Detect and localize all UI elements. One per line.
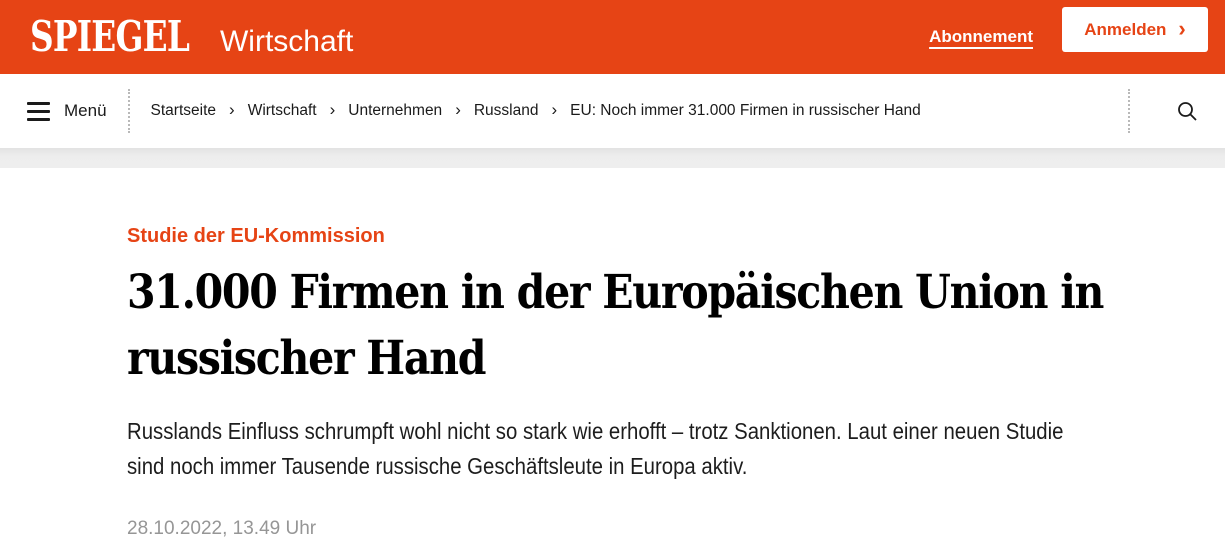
search-button[interactable] (1171, 95, 1203, 127)
breadcrumb-separator-icon: › (329, 100, 336, 119)
breadcrumb-separator-icon: › (551, 100, 558, 119)
section-divider-band (0, 148, 1225, 168)
article-header: Studie der EU-Kommission 31.000 Firmen i… (0, 168, 1225, 540)
breadcrumb-item-unternehmen[interactable]: Unternehmen (348, 102, 443, 119)
spiegel-logo: SPIEGEL (30, 12, 190, 61)
breadcrumb-item-startseite[interactable]: Startseite (150, 102, 217, 119)
section-label: Wirtschaft (219, 25, 354, 58)
search-icon (1178, 102, 1197, 121)
spiegel-logo-link[interactable]: SPIEGEL Wirtschaft (30, 0, 353, 74)
site-header: SPIEGEL Wirtschaft Abonnement Anmelden › (0, 0, 1225, 74)
anmelden-label: Anmelden (1084, 19, 1167, 39)
breadcrumb: Startseite › Wirtschaft › Unternehmen › … (150, 100, 921, 120)
menu-label: Menü (64, 101, 107, 120)
article-intro: Russlands Einfluss schrumpft wohl nicht … (127, 418, 1064, 479)
headline-line: 31.000 Firmen in der Europäischen Union … (127, 265, 1104, 320)
breadcrumb-item-russland[interactable]: Russland (473, 102, 539, 119)
breadcrumb-item-wirtschaft[interactable]: Wirtschaft (247, 102, 317, 119)
hamburger-icon (27, 101, 50, 121)
abonnement-link[interactable]: Abonnement (929, 27, 1033, 46)
breadcrumb-navbar: Menü Startseite › Wirtschaft › Unternehm… (0, 74, 1225, 148)
article-headline: 31.000 Firmen in der Europäischen Union … (127, 260, 1104, 392)
chevron-right-icon: › (1178, 15, 1186, 41)
breadcrumb-separator-icon: › (455, 100, 461, 119)
vertical-divider (127, 89, 130, 133)
breadcrumb-separator-icon: › (229, 100, 235, 119)
article-kicker: Studie der EU-Kommission (127, 225, 385, 247)
headline-line: russischer Hand (127, 331, 487, 386)
vertical-divider (1128, 89, 1130, 133)
anmelden-button[interactable]: Anmelden › (1062, 7, 1208, 52)
article-timestamp: 28.10.2022, 13.49 Uhr (127, 518, 317, 539)
breadcrumb-current: EU: Noch immer 31.000 Firmen in russisch… (570, 102, 921, 119)
menu-button[interactable]: Menü (27, 101, 107, 121)
